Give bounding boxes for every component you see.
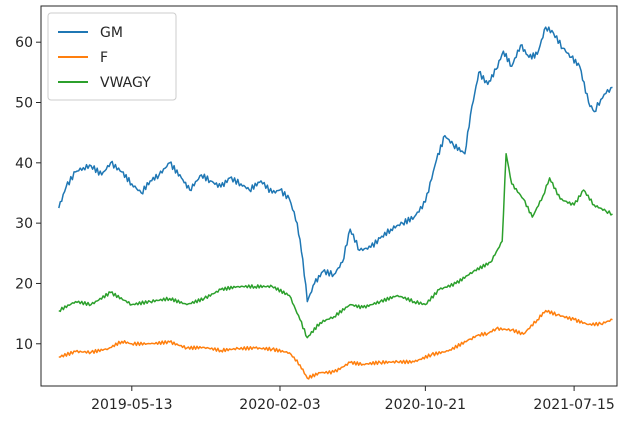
series-line-vwagy: [58, 153, 613, 339]
x-tick-label: 2019-05-13: [91, 397, 172, 413]
series-layer: [58, 26, 613, 380]
y-tick-label: 50: [15, 96, 33, 112]
series-line-f: [58, 309, 613, 380]
legend-label-f: F: [100, 50, 108, 66]
x-axis: 2019-05-13 2020-02-03 2020-10-21 2021-07-15: [91, 386, 615, 413]
x-tick-label: 2020-02-03: [239, 397, 320, 413]
legend-label-gm: GM: [100, 25, 123, 41]
legend: GM F VWAGY: [47, 12, 177, 101]
y-tick-label: 10: [15, 337, 33, 353]
y-axis: 10 20 30 40 50 60: [15, 35, 41, 353]
axes-frame: [40, 5, 618, 387]
legend-box: [47, 12, 177, 101]
y-tick-label: 60: [15, 35, 33, 51]
y-tick-label: 40: [15, 156, 33, 172]
x-tick-label: 2021-07-15: [533, 397, 614, 413]
series-line-gm: [58, 26, 613, 303]
y-tick-label: 20: [15, 276, 33, 292]
legend-label-vwagy: VWAGY: [100, 75, 151, 91]
x-tick-label: 2020-10-21: [385, 397, 466, 413]
y-tick-label: 30: [15, 216, 33, 232]
